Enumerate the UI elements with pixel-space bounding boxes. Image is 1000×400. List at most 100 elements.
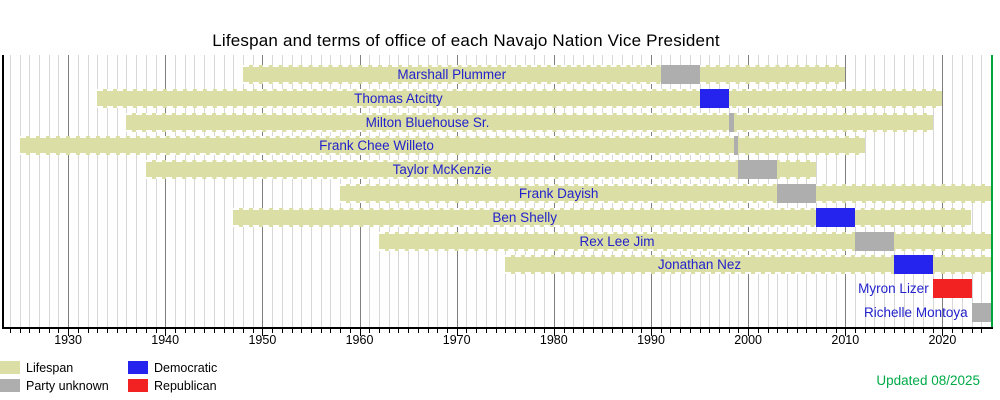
axis-tick — [651, 329, 652, 336]
axis-tick — [971, 329, 973, 333]
person-name-label: Taylor McKenzie — [392, 162, 492, 178]
axis-tick — [466, 329, 468, 333]
year-gridline — [19, 55, 21, 327]
term-bar-democratic — [893, 255, 933, 275]
axis-tick — [641, 329, 643, 333]
axis-tick — [893, 329, 895, 333]
axis-tick — [19, 329, 21, 333]
axis-tick — [213, 329, 215, 333]
axis-tick — [757, 329, 759, 333]
axis-tick — [573, 329, 575, 333]
axis-tick-label: 2010 — [831, 333, 860, 347]
y-axis-line — [2, 55, 4, 327]
year-gridline — [58, 55, 60, 327]
axis-tick — [340, 329, 342, 333]
axis-tick — [728, 329, 730, 333]
year-gridline — [87, 55, 89, 327]
year-gridline — [77, 55, 79, 327]
year-gridline — [116, 55, 118, 327]
axis-tick-label: 1960 — [345, 333, 374, 347]
year-gridline — [320, 55, 322, 327]
axis-tick — [835, 329, 837, 333]
axis-tick — [136, 329, 138, 333]
axis-tick — [942, 329, 944, 336]
axis-tick-label: 1970 — [442, 333, 471, 347]
term-bar-unknown — [971, 303, 991, 322]
axis-tick — [301, 329, 303, 333]
axis-tick — [709, 329, 711, 333]
axis-tick — [77, 329, 79, 333]
lifespan-bar — [233, 207, 971, 227]
axis-tick — [689, 329, 691, 333]
axis-tick — [495, 329, 497, 333]
axis-tick — [961, 329, 963, 333]
axis-tick — [913, 329, 915, 333]
term-bar-democratic — [816, 207, 855, 227]
lifespan-bar — [126, 112, 933, 132]
term-bar-unknown — [660, 65, 700, 84]
chart-title: Lifespan and terms of office of each Nav… — [212, 31, 720, 50]
axis-tick — [952, 329, 954, 333]
axis-tick — [534, 329, 536, 333]
axis-tick — [223, 329, 225, 333]
person-name-label: Milton Bluehouse Sr. — [365, 114, 490, 130]
lifespan-bar — [340, 184, 991, 203]
axis-tick — [417, 329, 419, 333]
axis-tick — [738, 329, 740, 333]
axis-tick — [563, 329, 565, 333]
axis-tick — [184, 329, 186, 333]
year-gridline — [194, 55, 196, 327]
axis-tick — [242, 329, 244, 333]
axis-tick — [398, 329, 400, 333]
axis-tick — [165, 329, 167, 336]
axis-tick — [777, 329, 779, 333]
axis-tick — [291, 329, 293, 333]
year-gridline — [242, 55, 244, 327]
axis-tick — [369, 329, 371, 333]
axis-tick — [631, 329, 633, 333]
axis-tick — [816, 329, 818, 333]
year-gridline — [145, 55, 147, 327]
axis-tick — [825, 329, 827, 333]
legend-swatch-lifespan — [0, 361, 20, 374]
axis-tick — [505, 329, 507, 333]
decade-gridline — [165, 55, 167, 327]
axis-tick — [155, 329, 157, 333]
lifespan-bar — [505, 255, 991, 275]
person-name-label: Rex Lee Jim — [579, 233, 655, 249]
x-axis-line — [2, 327, 993, 329]
term-bar-democratic — [699, 88, 729, 108]
year-gridline — [38, 55, 40, 327]
person-name-label: Richelle Montoya — [864, 305, 968, 320]
axis-tick — [272, 329, 274, 333]
axis-tick — [97, 329, 99, 333]
axis-tick — [427, 329, 429, 333]
axis-tick-label: 1930 — [54, 333, 82, 347]
axis-tick — [145, 329, 147, 333]
axis-tick-label: 1950 — [248, 333, 277, 347]
lifespan-bar — [242, 65, 846, 84]
decade-gridline — [68, 55, 70, 327]
legend-swatch-republican — [128, 379, 148, 392]
axis-tick — [476, 329, 478, 333]
axis-tick — [680, 329, 682, 333]
year-gridline — [281, 55, 283, 327]
axis-tick — [903, 329, 905, 333]
axis-tick — [58, 329, 60, 333]
axis-tick — [748, 329, 750, 336]
year-gridline — [213, 55, 215, 327]
person-name-label: Ben Shelly — [492, 209, 557, 225]
person-name-label: Frank Dayish — [518, 186, 599, 201]
year-gridline — [9, 55, 11, 327]
year-gridline — [97, 55, 99, 327]
legend-swatch-democratic — [128, 361, 148, 374]
axis-tick — [612, 329, 614, 333]
lifespan-bar — [145, 160, 817, 180]
axis-tick — [583, 329, 584, 333]
axis-tick — [388, 329, 390, 333]
axis-tick — [670, 329, 672, 333]
year-gridline — [126, 55, 128, 327]
axis-tick — [602, 329, 604, 333]
year-gridline — [174, 55, 176, 327]
